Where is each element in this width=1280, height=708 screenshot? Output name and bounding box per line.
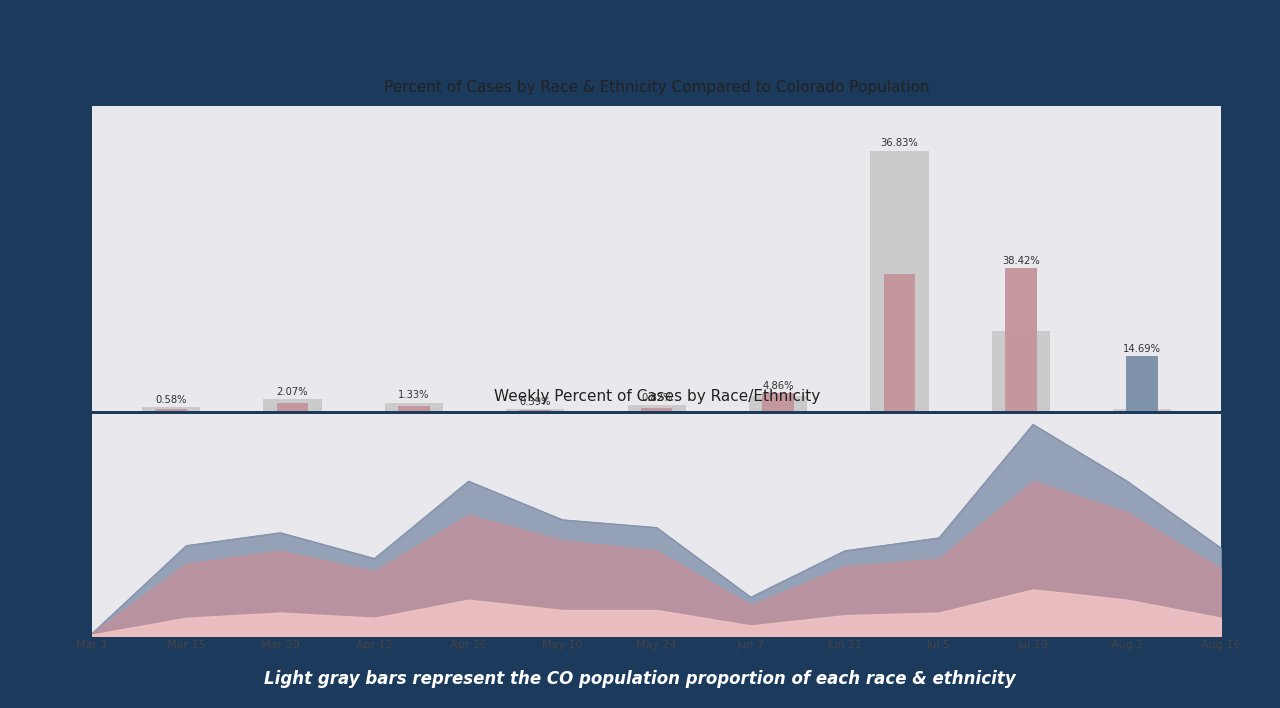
Text: 38.42%: 38.42% [1002,256,1039,266]
Bar [385,403,443,411]
Text: Light gray bars represent the CO population proportion of each race & ethnicity: Light gray bars represent the CO populat… [264,670,1016,688]
Text: 0.58%: 0.58% [155,395,187,405]
Text: 0.82%: 0.82% [641,393,672,403]
Text: Weekly Percent of Cases by Race/Ethnicity: Weekly Percent of Cases by Race/Ethnicit… [494,389,819,404]
Bar [870,151,928,411]
Title: Percent of Cases by Race & Ethnicity Compared to Colorado Population: Percent of Cases by Race & Ethnicity Com… [384,80,929,95]
Text: 36.83%: 36.83% [881,138,918,148]
Bar [1126,356,1158,411]
Bar [992,331,1050,411]
Bar [264,399,321,411]
Text: 0.39%: 0.39% [520,397,550,407]
Bar [155,409,187,411]
Text: CASES BY RACE & ETHNICITY: CASES BY RACE & ETHNICITY [15,30,486,57]
Bar [142,407,200,411]
Bar [520,410,550,411]
Bar [627,405,686,411]
Text: 1.33%: 1.33% [398,390,430,400]
Bar [1114,409,1171,411]
Text: 14.69%: 14.69% [1124,344,1161,354]
Bar [641,408,672,411]
Bar [749,396,808,411]
Bar [883,274,915,411]
Bar [1005,268,1037,411]
Bar [276,404,308,411]
Text: 2.07%: 2.07% [276,387,308,397]
Bar [506,409,564,411]
Text: 4.86%: 4.86% [763,381,794,391]
Bar [398,406,430,411]
Bar [763,393,794,411]
